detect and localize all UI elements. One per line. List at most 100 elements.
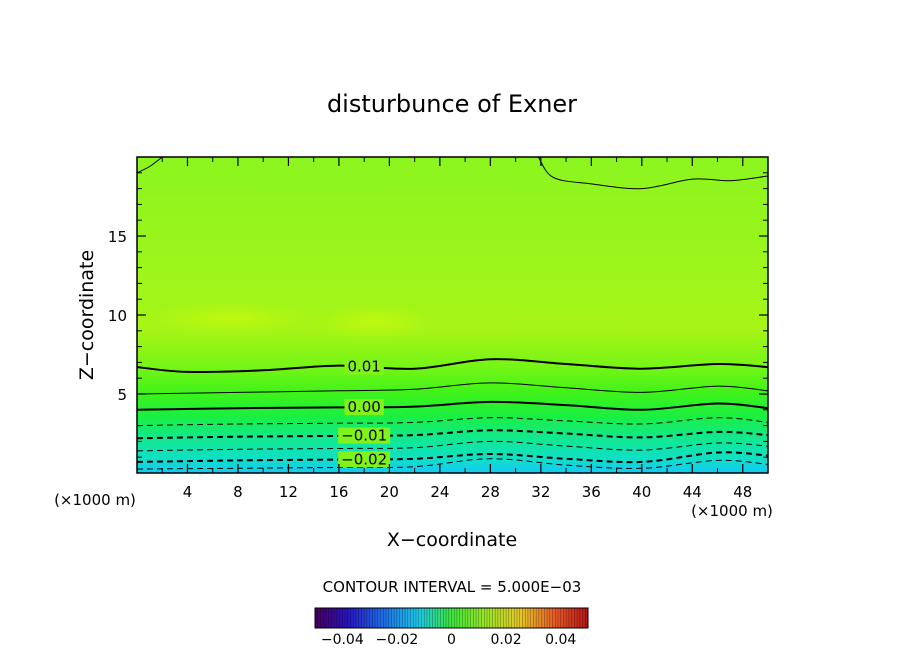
y-tick-label: 5 (117, 386, 127, 404)
colorbar-swatch (402, 608, 406, 628)
contour-label-gap (344, 399, 384, 416)
contour-line (137, 382, 768, 395)
colorbar-swatch (506, 608, 510, 628)
colorbar-swatch (426, 608, 430, 628)
colorbar-swatch (560, 608, 564, 628)
contour-line (137, 358, 768, 374)
colorbar-swatch (525, 608, 529, 628)
colorbar-tick-labels: −0.04 −0.02 0 0.02 0.04 (321, 632, 577, 648)
colorbar-swatch (489, 608, 493, 628)
colorbar-swatch (432, 608, 436, 628)
colorbar-swatch (372, 608, 376, 628)
x-tick-label: 8 (233, 483, 243, 501)
colorbar-swatch (377, 608, 381, 628)
colorbar-swatch (481, 608, 485, 628)
colorbar-swatch (334, 608, 338, 628)
field-maximum-left (150, 302, 310, 334)
colorbar-swatch (574, 608, 578, 628)
colorbar-swatch (416, 608, 420, 628)
colorbar-swatch (407, 608, 411, 628)
x-tick-label: 24 (430, 483, 449, 501)
colorbar-swatch (424, 608, 428, 628)
y-axis-label: Z−coordinate (76, 250, 98, 380)
colorbar-swatch (336, 608, 340, 628)
colorbar-swatch (538, 608, 542, 628)
colorbar-swatch (585, 608, 589, 628)
contour-line (137, 417, 768, 427)
colorbar-swatch (325, 608, 329, 628)
contour-label-gap (338, 427, 391, 444)
colorbar-swatch (443, 608, 447, 628)
colorbar-swatch (396, 608, 400, 628)
colorbar-swatch (511, 608, 515, 628)
contour-line (137, 157, 163, 174)
colorbar-swatch (410, 608, 414, 628)
colorbar (314, 607, 589, 629)
contour-interval-note: CONTOUR INTERVAL = 5.000E−03 (323, 578, 582, 596)
colorbar-swatch (383, 608, 387, 628)
colorbar-swatch (328, 608, 332, 628)
colorbar-swatch (391, 608, 395, 628)
x-tick-label: 4 (183, 483, 193, 501)
colorbar-swatch (533, 608, 537, 628)
x-axis-ticks: 4 8 12 16 20 24 28 32 36 40 44 48 (161, 157, 752, 501)
contour-line (137, 458, 768, 470)
colorbar-swatch (446, 608, 450, 628)
x-tick-label: 28 (481, 483, 500, 501)
colorbar-swatch (577, 608, 581, 628)
colorbar-swatch (527, 608, 531, 628)
x-tick-label: 40 (632, 483, 651, 501)
colorbar-tick-label: 0.02 (491, 632, 522, 648)
contour-line (137, 400, 768, 411)
colorbar-swatch (484, 608, 488, 628)
y-tick-label: 15 (108, 228, 127, 246)
colorbar-swatch (385, 608, 390, 628)
colorbar-swatch (465, 608, 469, 628)
colorbar-swatch (358, 608, 362, 628)
colorbar-swatch (437, 608, 441, 628)
colorbar-swatch (492, 608, 496, 628)
colorbar-tick-label: 0.04 (545, 632, 576, 648)
x-tick-label: 20 (380, 483, 399, 501)
colorbar-swatch (544, 608, 548, 628)
colorbar-swatch (320, 608, 324, 628)
colorbar-swatch (557, 608, 561, 628)
colorbar-swatch (345, 608, 349, 628)
contour-lines (137, 157, 768, 470)
colorbar-swatch (413, 608, 417, 628)
colorbar-swatch (563, 608, 567, 628)
y-axis-ticks: 5 10 15 (108, 172, 768, 458)
colorbar-tick-label: −0.04 (321, 632, 364, 648)
colorbar-swatch (478, 608, 482, 628)
colorbar-swatch (552, 608, 556, 628)
colorbar-swatch (462, 608, 466, 628)
colorbar-swatch (456, 608, 460, 628)
contour-label: −0.01 (341, 427, 387, 445)
colorbar-swatch (566, 608, 570, 628)
contour-line (137, 440, 768, 452)
contour-line (537, 157, 768, 190)
colorbar-swatch (522, 608, 526, 628)
colorbar-swatch (405, 608, 409, 628)
y-tick-label: 10 (108, 307, 127, 325)
chart-title: disturbunce of Exner (327, 90, 577, 118)
x-axis-unit: (×1000 m) (691, 502, 773, 520)
colorbar-swatch (355, 608, 359, 628)
plot-area (137, 157, 768, 473)
x-tick-label: 16 (329, 483, 348, 501)
colorbar-swatch (418, 608, 422, 628)
colorbar-swatch (317, 608, 321, 628)
colorbar-swatch (331, 608, 335, 628)
x-tick-label: 12 (279, 483, 298, 501)
colorbar-swatch (353, 608, 357, 628)
contour-label: 0.01 (347, 358, 380, 376)
colorbar-swatch (547, 608, 551, 628)
colorbar-swatch (399, 608, 403, 628)
contour-line (137, 451, 768, 464)
colorbar-swatch (448, 608, 452, 628)
colorbar-tick-label: 0 (447, 632, 456, 648)
colorbar-frame (314, 607, 589, 629)
x-tick-label: 48 (733, 483, 752, 501)
colorbar-swatch (451, 608, 455, 628)
colorbar-swatch (514, 608, 518, 628)
